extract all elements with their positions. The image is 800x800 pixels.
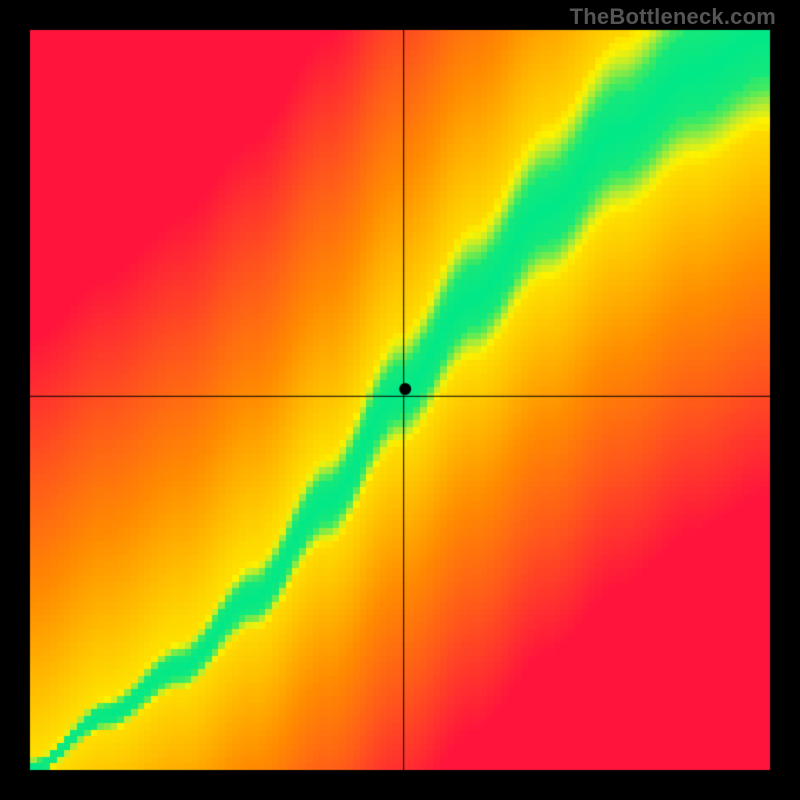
chart-container: TheBottleneck.com <box>0 0 800 800</box>
heatmap-canvas <box>0 0 800 800</box>
watermark-text: TheBottleneck.com <box>570 4 776 30</box>
